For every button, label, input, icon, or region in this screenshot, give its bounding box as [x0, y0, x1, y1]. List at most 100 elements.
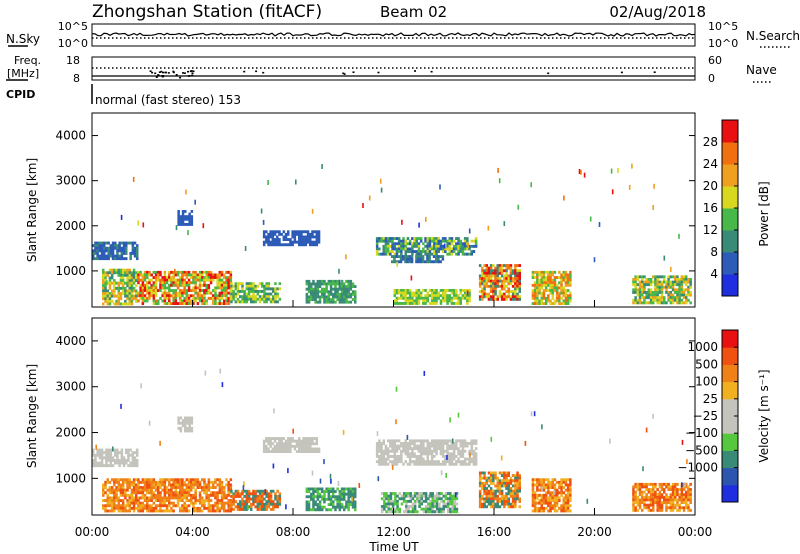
- heatmap-cell: [137, 506, 140, 510]
- freq-scatter-point: [160, 70, 163, 73]
- heatmap-cell: [305, 287, 309, 291]
- heatmap-cell: [415, 296, 418, 300]
- heatmap-cell: [671, 485, 675, 489]
- heatmap-cell: [397, 457, 401, 461]
- heatmap-cell: [165, 504, 169, 508]
- heatmap-cell: [562, 509, 565, 513]
- heatmap-cell: [438, 497, 441, 501]
- heatmap-cell: [207, 501, 211, 505]
- heatmap-cell: [194, 283, 197, 287]
- heatmap-cell: [680, 490, 684, 494]
- heatmap-cell: [492, 279, 495, 283]
- heatmap-cell: [168, 283, 171, 287]
- heatmap-cell: [452, 302, 456, 305]
- heatmap-cell: [466, 296, 469, 300]
- heatmap-cell: [218, 270, 222, 274]
- freq-scatter-point: [190, 70, 193, 72]
- freq-scatter-point: [149, 70, 152, 72]
- heatmap-cell: [170, 509, 173, 513]
- heatmap-cell: [96, 241, 99, 245]
- heatmap-cell: [636, 278, 640, 281]
- heatmap-cell: [418, 499, 421, 503]
- heatmap-cell: [192, 294, 195, 298]
- heatmap-cell: [150, 504, 153, 508]
- heatmap-cell: [177, 421, 180, 425]
- heatmap-cell: [507, 492, 510, 496]
- heatmap-cell: [183, 278, 186, 282]
- heatmap-cell: [531, 496, 535, 500]
- heatmap-cell: [451, 494, 454, 498]
- heatmap-cell: [676, 490, 679, 494]
- heatmap-cell: [130, 480, 134, 484]
- heatmap-cell: [562, 294, 565, 298]
- heatmap-cell: [126, 302, 129, 306]
- heatmap-cell: [400, 289, 403, 292]
- heatmap-cell: [453, 492, 456, 495]
- heatmap-cell: [305, 295, 309, 299]
- heatmap-cell: [181, 504, 184, 508]
- heatmap-cell: [110, 504, 114, 508]
- heatmap-cell: [470, 447, 473, 451]
- heatmap-cell: [172, 296, 175, 300]
- heatmap-cell: [329, 497, 333, 501]
- heatmap-cell: [485, 489, 488, 493]
- heatmap-cell: [329, 292, 333, 296]
- heatmap-cell: [207, 504, 211, 508]
- heatmap-cell: [227, 283, 230, 287]
- heatmap-cell: [507, 474, 510, 477]
- heatmap-cell: [100, 254, 104, 258]
- heatmap-cell: [553, 506, 557, 510]
- heatmap-cell: [489, 297, 493, 301]
- heatmap-cell: [509, 269, 513, 273]
- heatmap-cell: [163, 278, 167, 282]
- heatmap-cell: [638, 485, 642, 489]
- heatmap-cell: [514, 494, 517, 498]
- heatmap-cell: [135, 299, 138, 303]
- heatmap-cell: [157, 289, 160, 292]
- heatmap-cell: [415, 447, 418, 451]
- heatmap-cell: [188, 212, 191, 216]
- heatmap-cell: [463, 242, 467, 246]
- heatmap-cell: [245, 295, 249, 299]
- heatmap-cell: [128, 499, 131, 502]
- heatmap-cell: [92, 252, 95, 255]
- heatmap-cell: [685, 280, 688, 284]
- heatmap-cell: [349, 295, 353, 299]
- heatmap-cell: [455, 460, 458, 464]
- heatmap-cell: [632, 503, 635, 507]
- heatmap-cell: [441, 244, 445, 248]
- heatmap-cell: [119, 483, 123, 487]
- heatmap-cell: [152, 509, 156, 513]
- heatmap-cell: [438, 492, 441, 495]
- heatmap-cell: [636, 298, 640, 302]
- heatmap-cell: [318, 282, 322, 286]
- heatmap-cell: [132, 496, 136, 500]
- heatmap-cell: [406, 237, 410, 240]
- heatmap-cell: [345, 287, 348, 291]
- heatmap-cell: [400, 294, 403, 298]
- heatmap-cell: [280, 442, 283, 446]
- heatmap-cell: [225, 291, 228, 295]
- heatmap-cell: [489, 502, 493, 506]
- heatmap-cell: [109, 448, 113, 452]
- heatmap-cell: [207, 289, 211, 292]
- heatmap-cell: [214, 509, 217, 513]
- heatmap-cell: [161, 496, 164, 500]
- heatmap-cell: [258, 497, 262, 501]
- nave-right-bottom-tick: 0: [708, 72, 715, 85]
- heatmap-cell: [402, 444, 405, 448]
- heatmap-cell: [133, 456, 137, 460]
- heatmap-cell: [254, 505, 257, 509]
- heatmap-cell: [496, 489, 499, 493]
- heatmap-cell: [216, 302, 219, 305]
- heatmap-cell: [241, 300, 244, 304]
- heatmap-cell: [280, 243, 283, 247]
- heatmap-cell: [424, 510, 428, 514]
- heatmap-cell: [239, 502, 242, 506]
- heatmap-cell: [404, 296, 407, 300]
- heatmap-cell: [424, 460, 427, 464]
- heatmap-cell: [185, 276, 189, 279]
- heatmap-cell: [137, 281, 140, 285]
- heatmap-cell: [181, 483, 184, 487]
- heatmap-cell: [115, 488, 118, 492]
